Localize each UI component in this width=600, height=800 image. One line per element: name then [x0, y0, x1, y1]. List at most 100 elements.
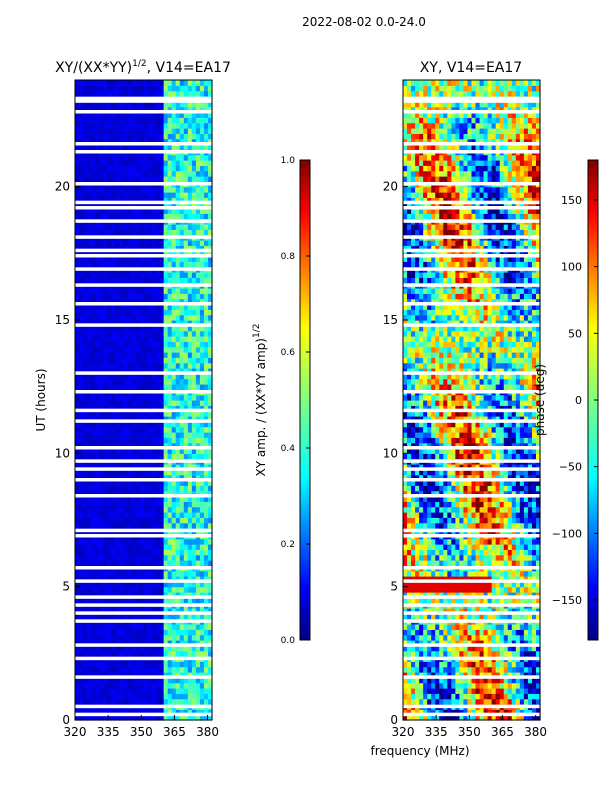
panel2-cell	[459, 650, 465, 657]
panel1-cell	[79, 122, 84, 129]
panel2-cell	[443, 682, 448, 689]
panel1-cell	[151, 341, 157, 348]
panel1-cell	[95, 298, 100, 305]
panel1-cell	[79, 309, 84, 316]
panel1-cell	[183, 517, 189, 524]
panel1-cell	[107, 298, 112, 305]
panel1-cell	[83, 165, 88, 172]
panel1-cell	[139, 330, 145, 337]
panel2-cell	[467, 682, 473, 689]
panel2-cell	[447, 714, 452, 721]
panel1-cell	[139, 645, 145, 652]
panel1-cell	[155, 202, 161, 209]
panel1-cell	[159, 186, 165, 193]
panel1-cell	[183, 261, 189, 268]
panel1-cell	[171, 144, 177, 150]
panel1-cell	[191, 357, 197, 364]
panel1-cell	[123, 85, 128, 92]
panel1-cell	[191, 80, 197, 86]
panel1-cell	[127, 714, 133, 721]
panel1-cell	[199, 101, 205, 108]
panel1-cell	[119, 517, 124, 524]
panel1-cell	[79, 373, 84, 380]
panel1-cell	[187, 474, 193, 481]
panel1-cell	[187, 320, 193, 326]
panel1-cell	[131, 549, 137, 556]
panel1-cell	[163, 208, 169, 214]
panel1-cell	[159, 309, 165, 316]
panel1-cell	[123, 336, 128, 342]
panel2-cell	[423, 592, 428, 598]
panel1-cell	[203, 496, 209, 502]
panel1-cell	[179, 144, 185, 150]
panel2-cell	[443, 672, 448, 678]
panel1-cell	[119, 448, 124, 454]
panel2-cell	[467, 586, 473, 593]
panel1-cell	[99, 122, 104, 129]
panel1-cell	[191, 112, 197, 118]
panel1-cell	[147, 405, 153, 412]
panel1-cell	[187, 512, 193, 518]
panel1-cell	[79, 341, 84, 348]
panel2-cell	[439, 682, 444, 689]
panel2-cell	[479, 608, 485, 614]
panel1-cell	[187, 293, 193, 300]
panel1-cell	[191, 608, 197, 614]
panel2-cell	[455, 672, 461, 678]
panel1-cell	[87, 624, 92, 630]
panel1-cell	[147, 400, 153, 406]
panel2-cell	[443, 629, 448, 636]
panel1-cell	[123, 581, 128, 588]
panel2-cell	[535, 672, 541, 678]
panel1-cell	[195, 448, 201, 454]
panel1-cell	[91, 384, 96, 390]
panel1-cell	[183, 496, 189, 502]
panel1-cell	[163, 117, 169, 124]
panel1-flag-gap	[75, 182, 212, 186]
panel1-cell	[203, 586, 209, 593]
panel1-cell	[119, 101, 124, 108]
panel1-cell	[131, 570, 137, 577]
panel1-cell	[91, 549, 96, 556]
panel1-cell	[95, 336, 100, 342]
panel1-flag-gap	[75, 566, 212, 570]
panel2-cell	[447, 640, 452, 646]
panel1-cell	[75, 261, 80, 268]
panel1-cell	[175, 298, 181, 305]
panel2-cell	[423, 709, 428, 716]
panel1-cell	[135, 288, 141, 294]
panel1-cell	[131, 346, 137, 353]
panel1-cell	[171, 341, 177, 348]
panel1-cell	[111, 256, 116, 262]
panel1-cell	[147, 608, 153, 614]
panel2-cell	[463, 650, 469, 657]
panel1-cell	[171, 490, 177, 497]
panel1-cell	[111, 698, 116, 705]
panel1-cell	[95, 512, 100, 518]
panel2-cell	[411, 666, 416, 673]
panel1-cell	[139, 122, 145, 129]
panel1-cell	[111, 554, 116, 561]
panel1-cell	[127, 277, 133, 284]
panel1-cell	[179, 378, 185, 385]
panel1-cell	[91, 213, 96, 220]
panel1-cell	[151, 512, 157, 518]
panel1-cell	[155, 304, 161, 310]
panel1-cell	[147, 474, 153, 481]
panel1-cell	[75, 80, 80, 86]
panel1-cell	[151, 672, 157, 678]
panel1-cell	[191, 410, 197, 417]
panel1-cell	[167, 517, 173, 524]
panel1-cell	[167, 480, 173, 486]
panel1-cell	[127, 80, 133, 86]
panel1-cell	[87, 394, 92, 401]
panel1-cell	[175, 250, 181, 257]
panel1-cell	[207, 501, 213, 508]
panel1-cell	[115, 421, 120, 428]
panel1-cell	[191, 469, 197, 476]
panel1-cell	[151, 309, 157, 316]
panel1-cell	[87, 256, 92, 262]
panel1-cell	[103, 368, 108, 374]
panel2-cell	[415, 586, 420, 593]
panel1-cell	[151, 410, 157, 417]
